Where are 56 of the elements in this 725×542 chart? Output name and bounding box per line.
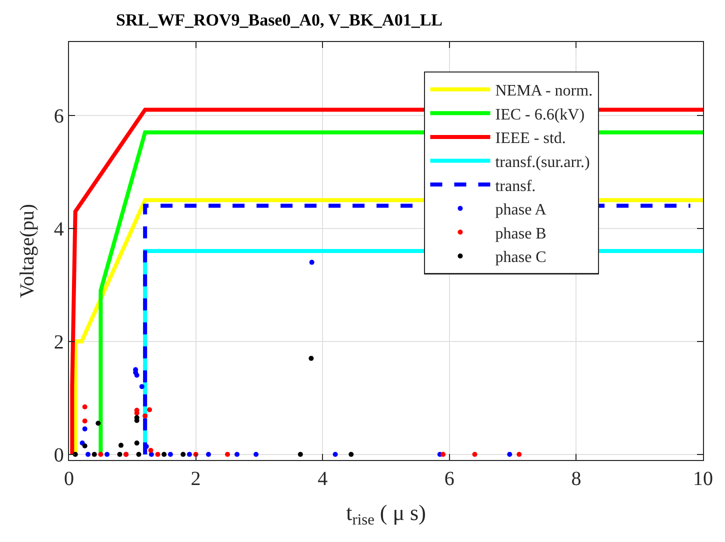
x-tick-label: 10 [693, 468, 713, 490]
y-axis-title: Voltage(pu) [16, 204, 38, 298]
point [82, 426, 88, 432]
point [139, 384, 144, 390]
point [234, 452, 240, 457]
legend-label: transf.(sur.arr.) [495, 154, 590, 171]
legend-label: transf. [495, 178, 536, 195]
y-tick-label: 2 [54, 331, 64, 354]
legend-label: NEMA - norm. [495, 82, 593, 100]
legend-label: phase A [495, 202, 547, 219]
point [186, 452, 192, 457]
y-tick-label: 4 [54, 218, 64, 240]
point [86, 452, 91, 457]
legend-label: phase C [495, 249, 546, 266]
point [254, 452, 259, 457]
point [168, 452, 173, 457]
legend-label: IEC - 6.6(kV) [495, 106, 585, 124]
point [92, 452, 97, 457]
point [142, 413, 148, 418]
x-tick-label: 8 [571, 468, 582, 490]
point [136, 452, 142, 457]
legend-label: IEEE - std. [495, 130, 566, 148]
point [118, 442, 124, 448]
point [309, 260, 314, 265]
point [104, 452, 110, 457]
point [308, 356, 314, 361]
point [162, 452, 167, 457]
point [82, 418, 88, 424]
point [348, 452, 354, 457]
x-tick-label: 2 [190, 468, 201, 490]
point [98, 452, 104, 457]
point [134, 440, 140, 446]
point [134, 372, 140, 378]
point [117, 452, 122, 457]
point [440, 452, 446, 457]
x-tick-label: 6 [444, 468, 454, 490]
point [148, 448, 154, 453]
point [82, 443, 88, 448]
x-axis-title: t$_{rise}$ ( μ s) [346, 500, 426, 529]
point [472, 452, 478, 457]
chart-title: SRL_WF_ROV9_Base0_A0, V_BK_A01_LL [116, 10, 442, 30]
point [180, 452, 186, 457]
point [225, 452, 230, 457]
y-tick-label: 0 [54, 444, 64, 466]
y-tick-label: 6 [54, 105, 64, 128]
point [332, 452, 338, 457]
point [82, 404, 88, 410]
point [96, 420, 101, 426]
x-tick-label: 4 [318, 468, 328, 490]
legend-label: phase B [495, 225, 546, 242]
point [516, 452, 522, 457]
point [298, 452, 303, 457]
point [206, 452, 211, 457]
point [507, 452, 512, 457]
point [155, 452, 160, 457]
point [147, 407, 152, 412]
